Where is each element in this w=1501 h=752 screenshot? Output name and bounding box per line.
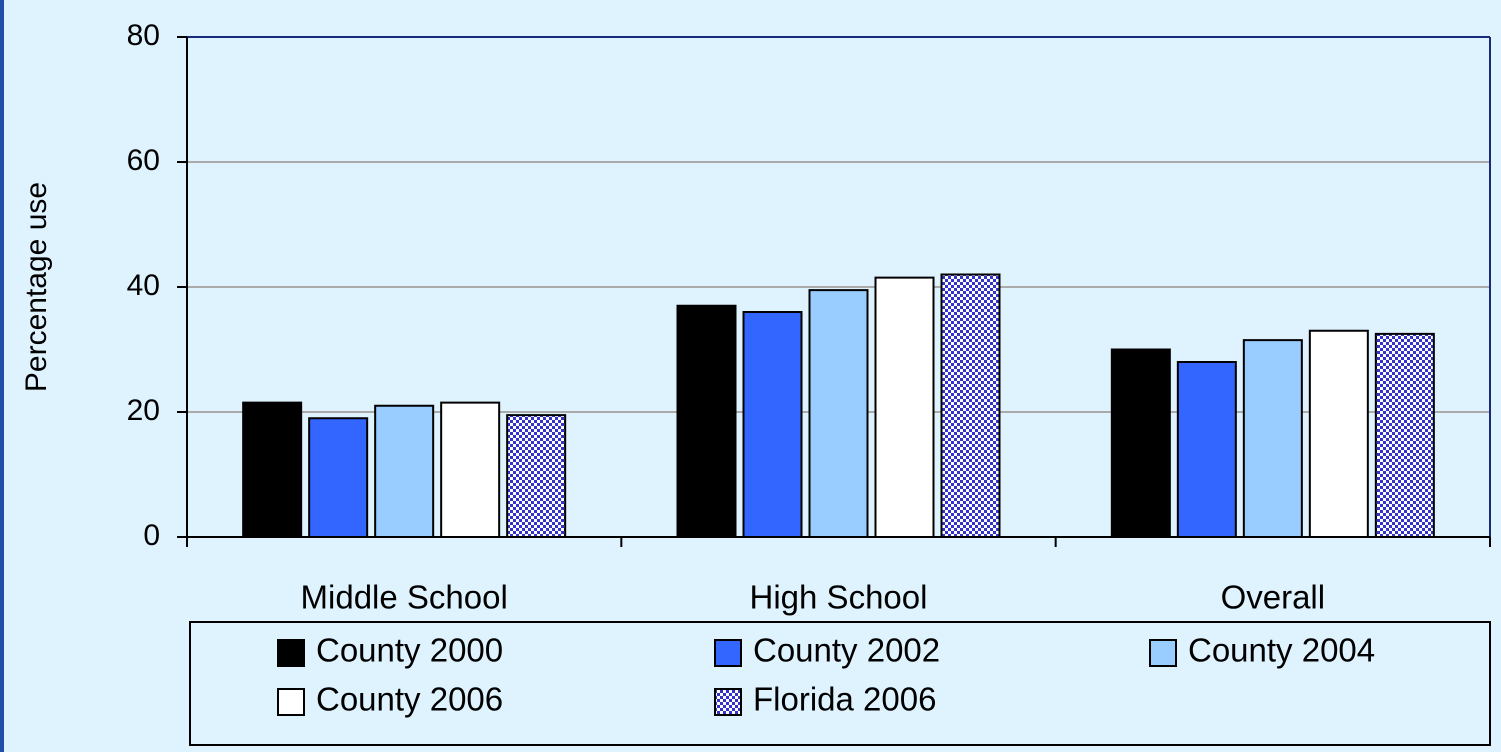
bar — [940, 273, 1001, 538]
bar — [1176, 361, 1237, 538]
bar — [1110, 348, 1171, 538]
y-tick-label: 80 — [127, 19, 160, 52]
bar — [676, 304, 737, 538]
legend-box — [189, 621, 1491, 746]
bar — [242, 401, 303, 538]
y-tick-label: 60 — [127, 144, 160, 177]
bar — [308, 417, 369, 538]
x-tick-label: Overall — [1221, 579, 1326, 616]
legend-swatch — [277, 639, 305, 667]
bar — [374, 404, 435, 538]
legend-label: Florida 2006 — [753, 681, 936, 718]
legend-swatch — [1149, 639, 1177, 667]
bar — [808, 289, 869, 538]
bar — [874, 276, 935, 538]
legend-swatch — [714, 688, 742, 716]
y-axis-label: Percentage use — [20, 182, 53, 392]
bar — [1374, 332, 1435, 538]
y-tick-label: 0 — [143, 519, 160, 552]
legend-label: County 2006 — [316, 681, 503, 718]
bar — [1308, 329, 1369, 538]
x-tick-label: Middle School — [301, 579, 508, 616]
legend-swatch — [714, 639, 742, 667]
x-tick-label: High School — [750, 579, 928, 616]
bar — [742, 311, 803, 538]
legend-swatch — [277, 688, 305, 716]
bar — [1242, 339, 1303, 538]
legend-label: County 2000 — [316, 632, 503, 669]
edge — [0, 0, 4, 752]
y-tick-label: 40 — [127, 269, 160, 302]
y-tick-label: 20 — [127, 394, 160, 427]
legend-label: County 2004 — [1188, 632, 1375, 669]
bar — [506, 414, 567, 538]
legend-label: County 2002 — [753, 632, 940, 669]
bar — [440, 401, 501, 538]
